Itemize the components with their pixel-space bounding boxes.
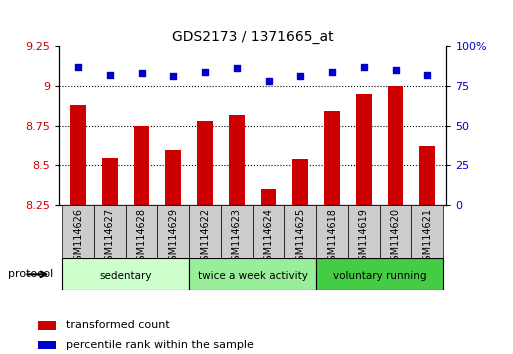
Bar xyxy=(189,205,221,258)
Point xyxy=(296,73,304,79)
Text: GSM114629: GSM114629 xyxy=(168,208,179,267)
Text: percentile rank within the sample: percentile rank within the sample xyxy=(66,340,253,350)
Text: GSM114624: GSM114624 xyxy=(264,208,273,267)
Text: GSM114618: GSM114618 xyxy=(327,208,337,267)
Bar xyxy=(419,147,435,205)
Text: protocol: protocol xyxy=(8,269,56,279)
Bar xyxy=(316,258,443,290)
Bar xyxy=(62,258,189,290)
Point xyxy=(137,70,146,76)
Text: GSM114623: GSM114623 xyxy=(232,208,242,267)
Bar xyxy=(221,205,253,258)
Bar xyxy=(94,205,126,258)
Point xyxy=(423,72,431,78)
Bar xyxy=(126,205,157,258)
Bar xyxy=(38,321,56,330)
Bar xyxy=(292,159,308,205)
Bar xyxy=(261,189,277,205)
Bar xyxy=(356,94,372,205)
Text: voluntary running: voluntary running xyxy=(333,271,426,281)
Bar xyxy=(411,205,443,258)
Point xyxy=(233,65,241,71)
Bar xyxy=(253,205,284,258)
Bar xyxy=(165,149,181,205)
Text: GSM114621: GSM114621 xyxy=(422,208,432,267)
Text: GSM114627: GSM114627 xyxy=(105,208,115,267)
Bar xyxy=(388,86,403,205)
Bar xyxy=(197,121,213,205)
Bar xyxy=(324,111,340,205)
Text: GSM114620: GSM114620 xyxy=(390,208,401,267)
Text: twice a week activity: twice a week activity xyxy=(198,271,308,281)
Text: GSM114622: GSM114622 xyxy=(200,208,210,267)
Bar xyxy=(380,205,411,258)
Text: GSM114625: GSM114625 xyxy=(295,208,305,267)
Point xyxy=(106,72,114,78)
Bar xyxy=(102,158,117,205)
Bar xyxy=(62,205,94,258)
Point xyxy=(74,64,82,69)
Point xyxy=(201,69,209,74)
Text: sedentary: sedentary xyxy=(100,271,152,281)
Bar xyxy=(157,205,189,258)
Bar xyxy=(70,105,86,205)
Text: GSM114628: GSM114628 xyxy=(136,208,147,267)
Point xyxy=(264,78,272,84)
Bar xyxy=(348,205,380,258)
Bar xyxy=(133,126,149,205)
Text: transformed count: transformed count xyxy=(66,320,169,331)
Text: GSM114619: GSM114619 xyxy=(359,208,369,267)
Bar xyxy=(189,258,316,290)
Point xyxy=(328,69,336,74)
Bar xyxy=(38,341,56,349)
Bar xyxy=(229,114,245,205)
Point xyxy=(391,67,400,73)
Text: GSM114626: GSM114626 xyxy=(73,208,83,267)
Point xyxy=(169,73,177,79)
Title: GDS2173 / 1371665_at: GDS2173 / 1371665_at xyxy=(172,30,333,44)
Bar xyxy=(316,205,348,258)
Point xyxy=(360,64,368,69)
Bar xyxy=(284,205,316,258)
